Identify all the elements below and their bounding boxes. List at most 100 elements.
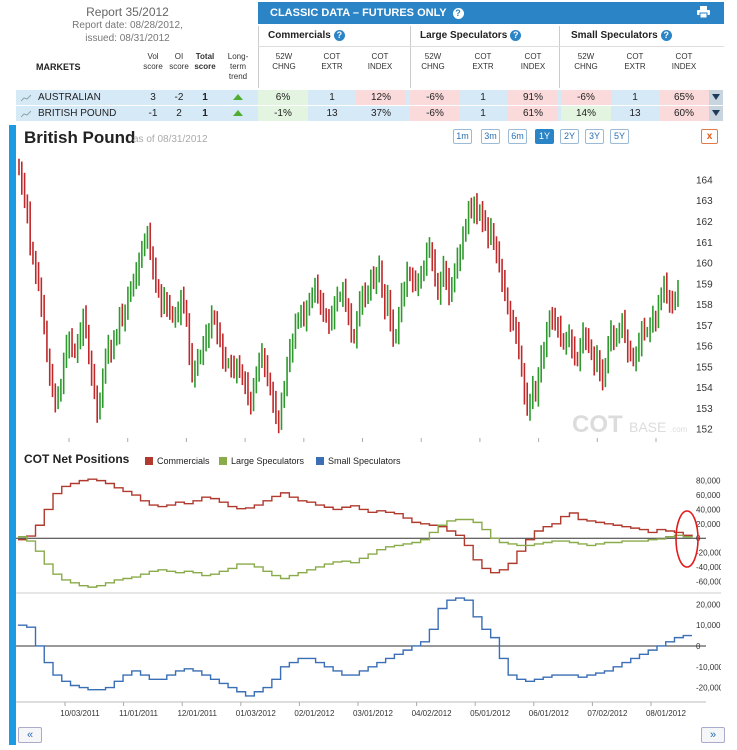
x-tick-label: 01/03/2012 (236, 709, 277, 718)
x-tick-label: 11/01/2011 (119, 709, 158, 718)
report-date: Report date: 08/28/2012, (72, 20, 183, 31)
row-dropdown[interactable] (709, 106, 723, 121)
classic-data-header: CLASSIC DATA – FUTURES ONLY ? (258, 2, 724, 24)
next-button[interactable]: » (701, 727, 725, 743)
y-tick-label: 20,000 (696, 600, 721, 609)
chart-icon[interactable] (21, 94, 31, 102)
range-button-3m[interactable]: 3m (481, 129, 500, 144)
y-tick-label: 40,000 (696, 505, 721, 514)
comm-extr: 1 (329, 92, 335, 103)
x-tick-label: 02/01/2012 (294, 709, 335, 718)
row-dropdown[interactable] (709, 90, 723, 105)
series-line-large-speculators (18, 518, 693, 588)
trend-up-icon (233, 94, 243, 100)
y-tick-label: -20,000 (696, 684, 721, 693)
series-line-commercials (18, 478, 693, 574)
y-tick-label: 157 (696, 321, 713, 332)
small-index: 65% (659, 90, 709, 105)
legend-large-speculators: Large Speculators (219, 456, 304, 466)
total-score-header: Total score (194, 52, 216, 71)
y-tick-label: 161 (696, 238, 713, 249)
comm-chng: 6% (258, 90, 308, 105)
market-name[interactable]: BRITISH POUND (38, 108, 117, 119)
y-tick-label: 10,000 (696, 621, 721, 630)
range-button-1y[interactable]: 1Y (535, 129, 554, 144)
y-tick-label: -20,000 (696, 549, 721, 558)
y-tick-label: 20,000 (696, 520, 721, 529)
small-chng-header: 52W CHNG (574, 52, 598, 71)
y-tick-label: 153 (696, 404, 713, 415)
watermark-base: BASE (629, 419, 666, 435)
small-extr-header: COT EXTR (624, 52, 646, 71)
small-index-header: COT INDEX (671, 52, 697, 71)
y-tick-label: 152 (696, 425, 713, 436)
comm-index-header: COT INDEX (367, 52, 393, 71)
chart-icon[interactable] (21, 110, 31, 118)
comm-index: 37% (370, 108, 391, 119)
y-tick-label: -10,000 (696, 663, 721, 672)
y-tick-label: 154 (696, 383, 713, 394)
range-button-1m[interactable]: 1m (453, 129, 472, 144)
large-chng-header: 52W CHNG (421, 52, 445, 71)
x-tick-label: 05/01/2012 (470, 709, 511, 718)
chart-asof: as of 08/31/2012 (133, 134, 208, 145)
range-button-5y[interactable]: 5Y (610, 129, 629, 144)
total-score: 1 (202, 92, 208, 103)
help-icon[interactable]: ? (452, 7, 464, 19)
x-tick-label: 04/02/2012 (412, 709, 453, 718)
large-extr: 1 (480, 92, 486, 103)
oi-score-header: OI score (169, 52, 189, 71)
total-score: 1 (202, 108, 208, 119)
series-line-small-speculators (18, 597, 692, 697)
trend-header: Long-term trend (227, 52, 249, 81)
markets-header: MARKETS (36, 62, 81, 72)
x-tick-label: 03/01/2012 (353, 709, 394, 718)
legend-swatch (316, 457, 324, 465)
y-tick-label: -40,000 (696, 563, 721, 572)
comm-index: 12% (356, 90, 406, 105)
legend-swatch (219, 457, 227, 465)
x-tick-label: 12/01/2011 (177, 709, 217, 718)
vol-score: -1 (148, 108, 158, 119)
y-tick-label: -60,000 (696, 577, 721, 586)
group-small-speculators: Small Speculators? (571, 26, 672, 46)
range-button-2y[interactable]: 2Y (560, 129, 579, 144)
y-tick-label: 163 (696, 196, 713, 207)
selection-bar (9, 125, 16, 745)
printer-icon[interactable] (697, 6, 710, 18)
help-icon[interactable]: ? (510, 29, 522, 41)
comm-chng-header: 52W CHNG (272, 52, 296, 71)
help-icon[interactable]: ? (333, 29, 345, 41)
y-tick-label: 60,000 (696, 491, 721, 500)
chevron-down-icon (712, 94, 720, 100)
large-index: 91% (508, 90, 558, 105)
comm-extr-header: COT EXTR (321, 52, 343, 71)
large-chng: -6% (410, 90, 460, 105)
trend-up-icon (233, 110, 243, 116)
highlight-circle (675, 510, 699, 568)
oi-score: 2 (176, 108, 182, 119)
x-tick-label: 08/01/2012 (646, 709, 687, 718)
chevron-down-icon (712, 110, 720, 116)
small-extr: 1 (632, 92, 638, 103)
comm-chng: -1% (258, 106, 308, 121)
y-tick-label: 0 (696, 642, 701, 651)
small-chng: 14% (561, 106, 611, 121)
cot-chart: 80,000 60,000 40,000 20,000 0 -20,000 -40,000 -… (16, 477, 721, 718)
y-tick-label: 159 (696, 279, 713, 290)
large-index-header: COT INDEX (520, 52, 546, 71)
help-icon[interactable]: ? (660, 29, 672, 41)
watermark: COT (572, 411, 623, 438)
range-button-3y[interactable]: 3Y (585, 129, 604, 144)
close-button[interactable]: x (701, 129, 718, 144)
range-button-6m[interactable]: 6m (508, 129, 527, 144)
y-tick-label: 155 (696, 362, 713, 373)
group-commercials: Commercials? (268, 26, 345, 46)
small-extr: 13 (629, 108, 641, 119)
x-tick-label: 06/01/2012 (529, 709, 570, 718)
prev-button[interactable]: « (18, 727, 42, 743)
y-tick-label: 156 (696, 342, 713, 353)
comm-extr: 13 (326, 108, 338, 119)
y-tick-label: 164 (696, 175, 713, 186)
vol-score: 3 (150, 92, 156, 103)
